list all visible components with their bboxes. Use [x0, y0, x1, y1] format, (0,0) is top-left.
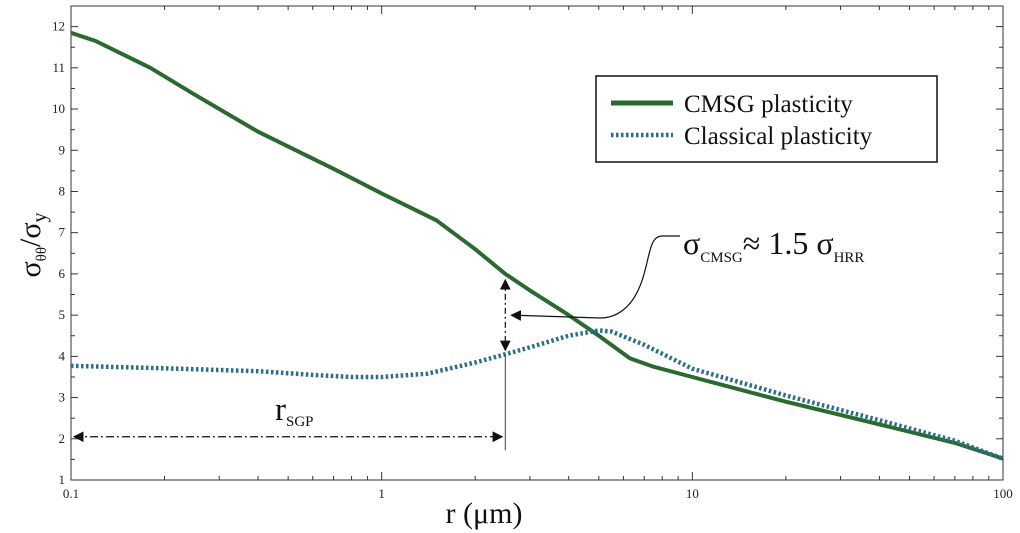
- y-tick-label: 2: [59, 431, 66, 446]
- series-layer: [70, 30, 1004, 461]
- y-label-sub-y: y: [29, 212, 51, 222]
- legend-label-classical: Classical plasticity: [684, 123, 873, 150]
- y-tick-label: 11: [52, 60, 65, 75]
- y-tick-label: 10: [52, 101, 65, 116]
- y-tick-label: 3: [59, 390, 66, 405]
- y-tick-label: 12: [52, 19, 65, 34]
- y-label-sigma: σ: [14, 261, 47, 277]
- x-ticks: 0.1 1 10 100: [63, 6, 1013, 501]
- ratio-approx: ≈ 1.5 σ: [743, 225, 834, 261]
- y-tick-label: 7: [59, 225, 66, 240]
- y-tick-label: 9: [59, 142, 66, 157]
- x-axis-label: r (μm): [446, 497, 523, 530]
- ratio-sub-cmsg: CMSG: [700, 250, 743, 266]
- ratio-sub-hrr: HRR: [834, 250, 865, 266]
- annotation-layer: [72, 235, 680, 451]
- plot-frame: [70, 5, 1004, 481]
- series-classical-line: [70, 328, 1004, 461]
- y-label-sub-theta: θθ: [34, 247, 50, 261]
- legend-label-cmsg: CMSG plasticity: [684, 91, 853, 118]
- y-label-slash-sigma: /σ: [14, 222, 47, 247]
- y-tick-label: 5: [59, 307, 66, 322]
- series-cmsg-line: [70, 30, 1004, 461]
- y-axis-label: σθθ/σy: [14, 212, 51, 277]
- y-tick-label: 1: [59, 472, 66, 487]
- rsgp-label: rSGP: [275, 392, 314, 430]
- x-tick-label: 10: [686, 486, 699, 501]
- y-tick-label: 6: [59, 266, 66, 281]
- y-tick-label: 8: [59, 183, 66, 198]
- rsgp-sub: SGP: [286, 414, 314, 430]
- legend-box: [595, 75, 938, 163]
- ratio-callout-arrow: [510, 235, 680, 321]
- ratio-sigma: σ: [683, 225, 700, 261]
- ratio-annotation: σCMSG≈ 1.5 σHRR: [683, 225, 864, 266]
- x-tick-label: 100: [993, 486, 1013, 501]
- x-tick-label: 0.1: [63, 486, 79, 501]
- legend: CMSG plasticity Classical plasticity: [595, 75, 938, 163]
- rsgp-r: r: [275, 392, 286, 428]
- x-tick-label: 1: [378, 486, 385, 501]
- y-tick-label: 4: [59, 348, 66, 363]
